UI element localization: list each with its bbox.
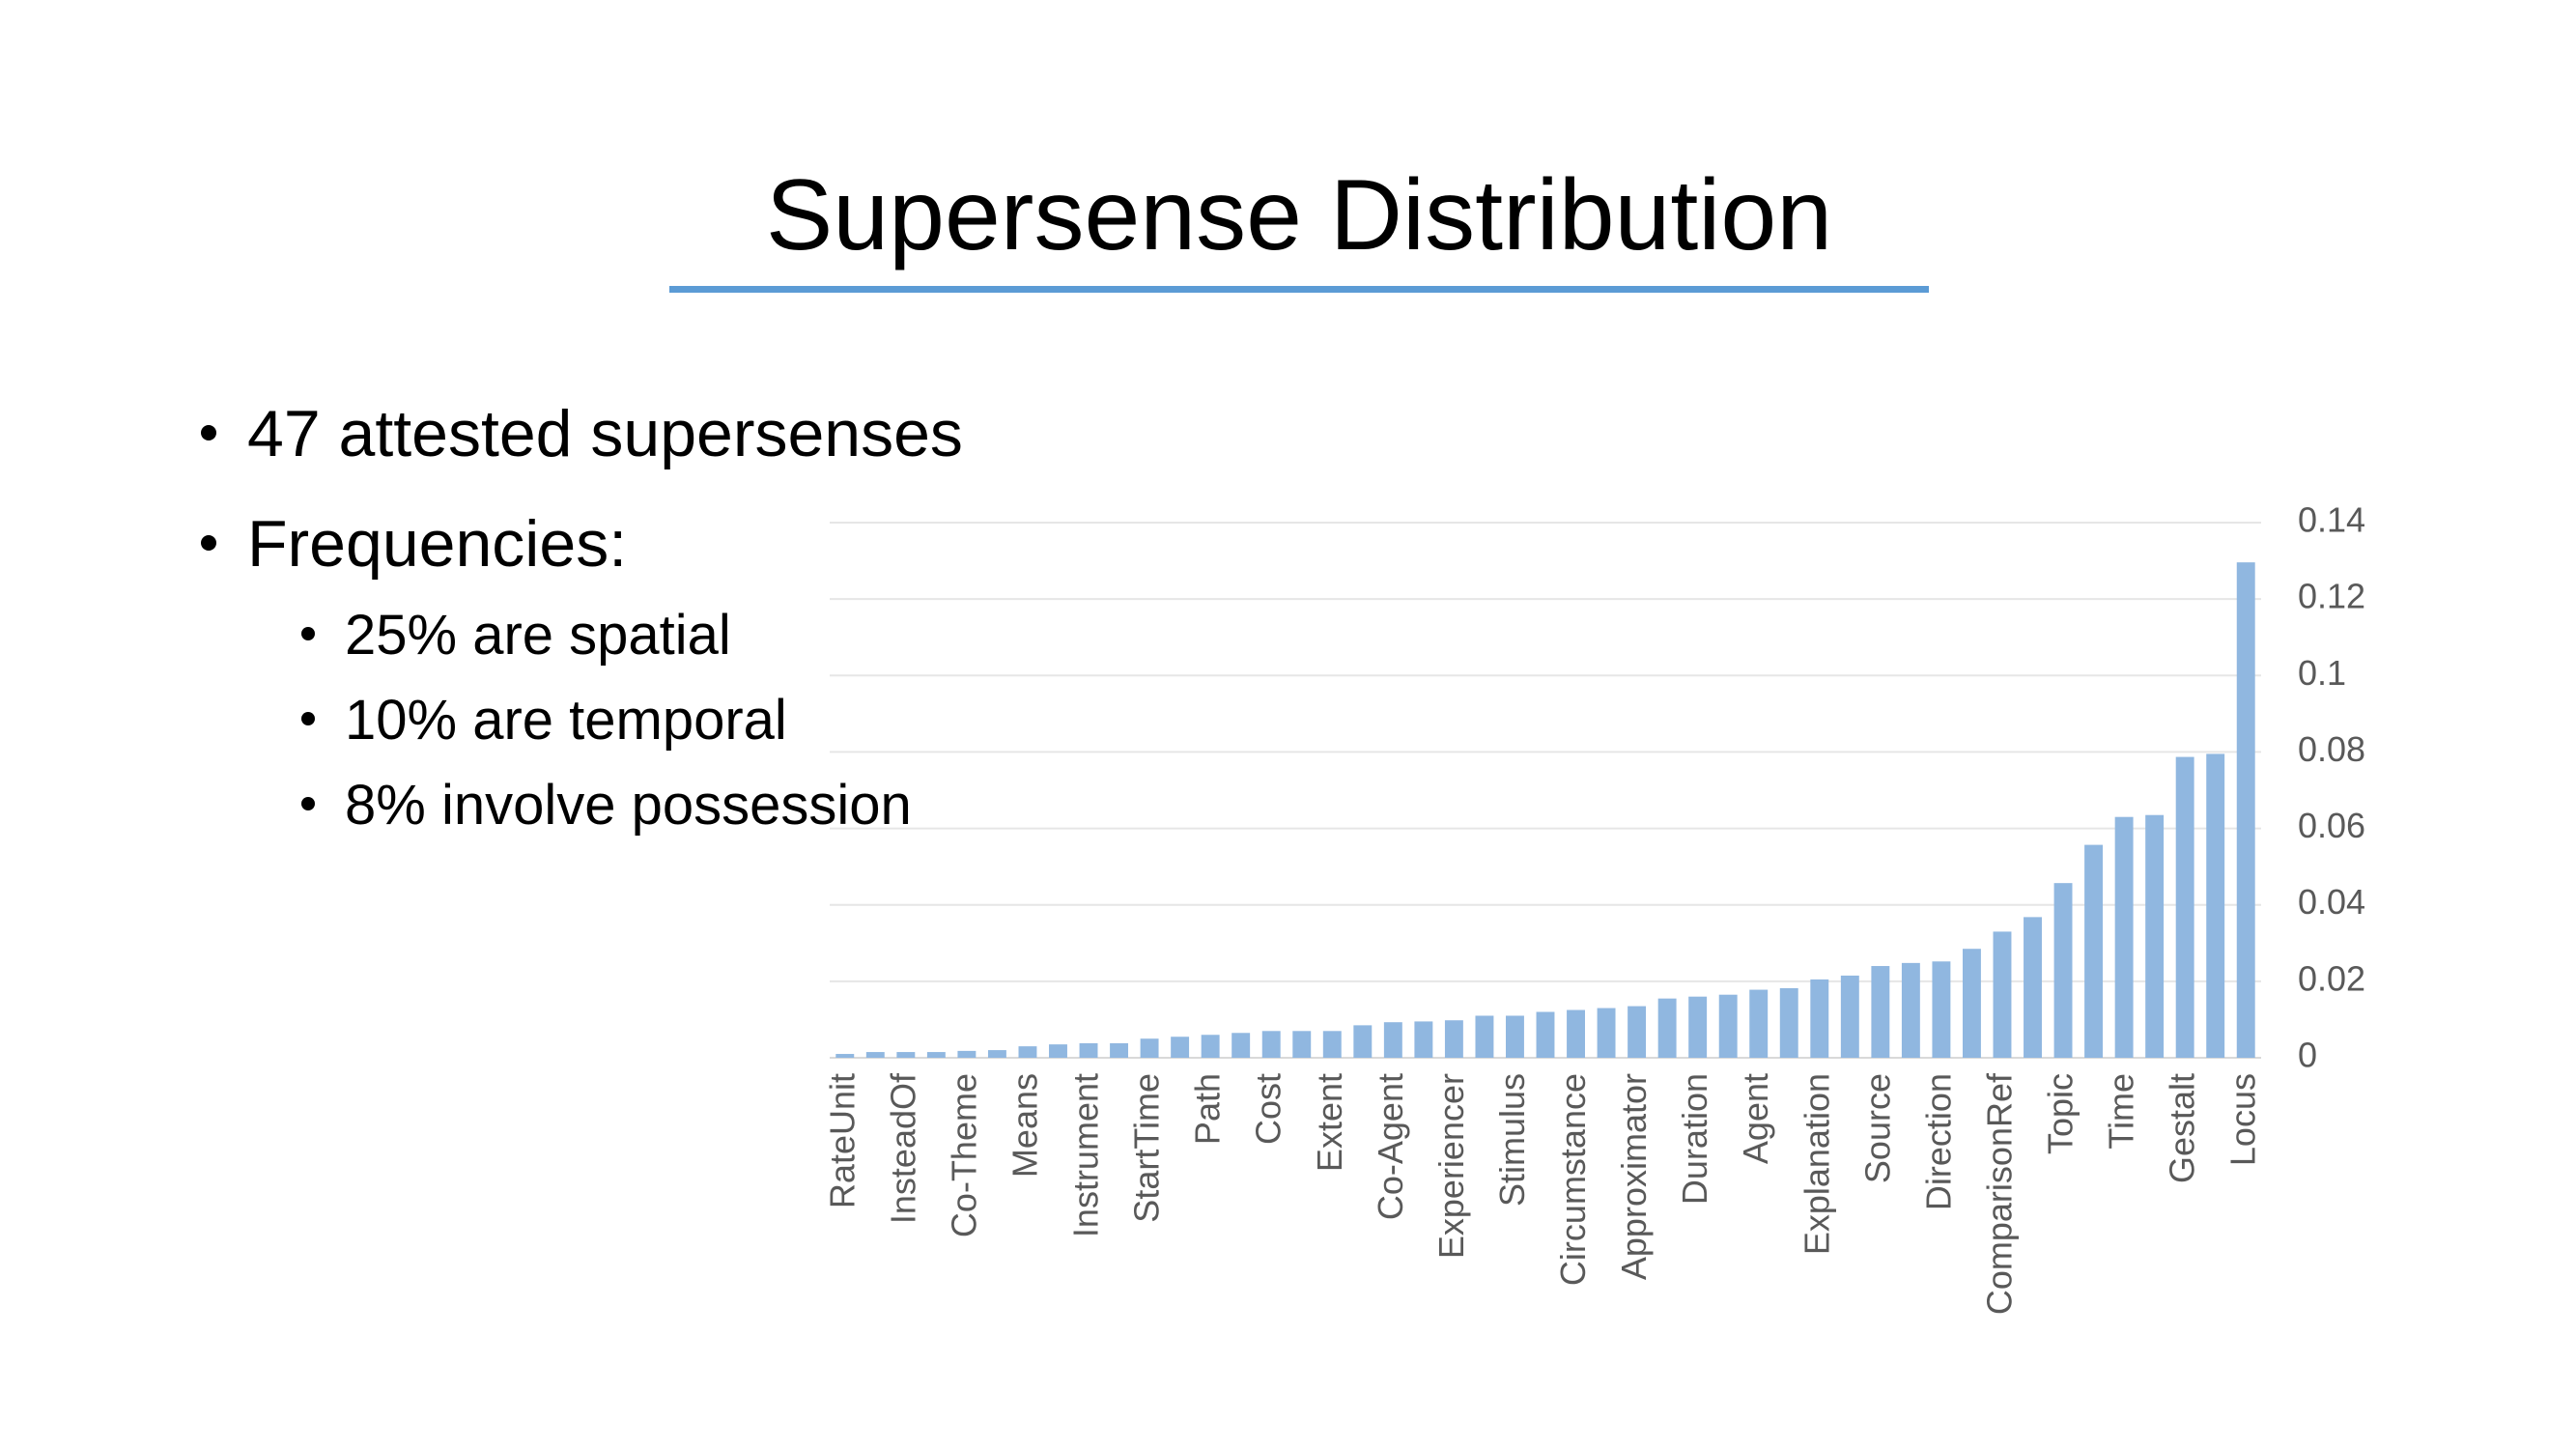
bar (1779, 987, 1798, 1058)
bar (1110, 1042, 1129, 1058)
bar (835, 1054, 855, 1058)
bar (1567, 1009, 1585, 1058)
x-tick-label: Source (1857, 1073, 1897, 1183)
bar (1628, 1006, 1647, 1058)
x-tick-label: Topic (2041, 1073, 2081, 1154)
x-tick-label: Locus (2223, 1073, 2263, 1166)
x-tick-label: Direction (1918, 1073, 1958, 1210)
bar (2236, 562, 2255, 1058)
bar (1871, 966, 1890, 1058)
x-tick-label: Instrument (1066, 1073, 1106, 1237)
x-tick-label: Means (1005, 1073, 1044, 1178)
x-tick-label: Co-Theme (944, 1073, 983, 1237)
y-tick-label: 0.14 (2298, 500, 2365, 540)
x-tick-label: Approximator (1614, 1073, 1654, 1280)
bar (987, 1050, 1006, 1058)
x-tick-label: Path (1188, 1073, 1228, 1145)
bar (2145, 814, 2165, 1058)
bar (1536, 1011, 1555, 1058)
x-tick-label: Experiencer (1431, 1073, 1471, 1259)
x-tick-label: Time (2102, 1073, 2141, 1150)
bar (2084, 844, 2104, 1058)
x-tick-label: StartTime (1127, 1073, 1167, 1223)
bar (1171, 1037, 1190, 1058)
sub-bullet-text: 25% are spatial (345, 604, 731, 667)
bar (2053, 883, 2073, 1058)
bar (926, 1052, 946, 1058)
slide-title: Supersense Distribution (766, 159, 1832, 271)
bar (1688, 996, 1708, 1058)
bar (2114, 816, 2134, 1058)
bar (2206, 753, 2225, 1058)
bar (1810, 979, 1829, 1058)
x-tick-label: Stimulus (1492, 1073, 1532, 1207)
bar (1749, 989, 1769, 1058)
bar (1322, 1031, 1342, 1058)
sub-bullet-text: 8% involve possession (345, 774, 912, 837)
x-tick-label: Extent (1310, 1073, 1349, 1172)
x-tick-label: RateUnit (822, 1073, 862, 1208)
bullet-text: Frequencies: (247, 507, 627, 581)
bar (957, 1050, 977, 1058)
x-tick-label: Gestalt (2163, 1073, 2202, 1183)
sub-bullet (301, 627, 315, 640)
bar (1201, 1035, 1220, 1058)
bar (1018, 1046, 1037, 1058)
bar (1444, 1020, 1463, 1058)
sub-bullet-text: 10% are temporal (345, 689, 787, 752)
bar (1475, 1015, 1494, 1058)
bar (1840, 975, 1859, 1058)
bullet-text: 47 attested supersenses (247, 397, 963, 470)
bullet (201, 535, 216, 551)
bar (865, 1052, 885, 1058)
sub-bullet (301, 712, 315, 725)
bar (1049, 1044, 1067, 1058)
title-underline (669, 286, 1929, 293)
x-tick-label: ComparisonRef (1979, 1072, 2019, 1315)
bar (1993, 931, 2012, 1058)
bar (1292, 1031, 1312, 1058)
bar (1932, 961, 1951, 1058)
y-tick-label: 0.12 (2298, 577, 2365, 616)
bar (1962, 949, 1981, 1058)
y-tick-label: 0.02 (2298, 958, 2365, 998)
bar (1353, 1025, 1373, 1058)
x-tick-label: Agent (1736, 1073, 1775, 1164)
y-tick-label: 0.1 (2298, 653, 2346, 693)
x-tick-label: Explanation (1797, 1073, 1836, 1255)
bar (1079, 1042, 1098, 1058)
y-tick-label: 0 (2298, 1036, 2317, 1075)
y-tick-label: 0.04 (2298, 882, 2365, 922)
x-tick-label: Co-Agent (1371, 1073, 1410, 1220)
y-tick-label: 0.06 (2298, 806, 2365, 845)
bar (2175, 756, 2194, 1058)
bar (1383, 1022, 1402, 1058)
bar (1506, 1015, 1524, 1058)
bar (1231, 1033, 1251, 1058)
x-tick-label: Circumstance (1553, 1073, 1593, 1286)
bar (896, 1052, 916, 1058)
bar (1718, 994, 1738, 1058)
x-tick-label: Cost (1249, 1073, 1288, 1145)
bar (1597, 1008, 1616, 1058)
bar (1657, 998, 1677, 1058)
y-tick-label: 0.08 (2298, 729, 2365, 769)
x-tick-label: Duration (1675, 1073, 1714, 1205)
bar (1140, 1038, 1159, 1058)
sub-bullet (301, 797, 315, 810)
bar (1261, 1031, 1281, 1058)
bar (2024, 917, 2042, 1058)
x-tick-label: InsteadOf (883, 1072, 922, 1224)
bar (1414, 1021, 1433, 1058)
bullet (201, 425, 216, 440)
bar (1901, 962, 1920, 1058)
